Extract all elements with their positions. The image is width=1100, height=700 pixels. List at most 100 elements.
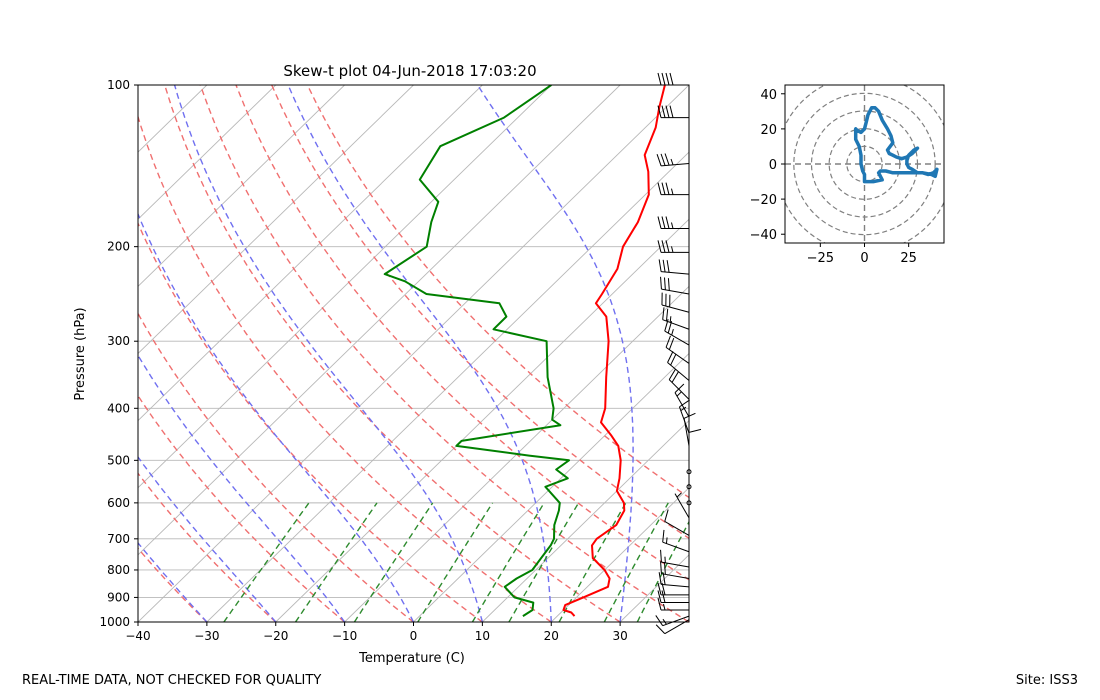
- isotherm-line: [344, 285, 689, 622]
- wind-barb-flag: [670, 353, 677, 366]
- wind-barb-flag: [655, 624, 666, 635]
- wind-barb-staff: [661, 162, 690, 167]
- wind-barb-half-flag: [662, 618, 667, 625]
- wind-barb: [655, 615, 690, 627]
- x-tick-label: −40: [125, 629, 150, 643]
- chart-title: Skew-t plot 04-Jun-2018 17:03:20: [283, 62, 536, 80]
- dry-adiabat-line: [138, 114, 552, 622]
- wind-barb: [660, 561, 690, 580]
- wind-barb-half-flag: [671, 328, 674, 336]
- wind-barb: [674, 383, 690, 418]
- x-axis-label: Temperature (C): [358, 651, 465, 666]
- moist-adiabat-line: [287, 85, 552, 622]
- x-tick-label: −10: [332, 629, 357, 643]
- wind-barb-flag: [657, 105, 662, 118]
- isotherm-line: [138, 85, 414, 355]
- wind-barb-staff: [661, 271, 690, 275]
- wind-barb-flag: [660, 561, 662, 574]
- isotherm-line: [206, 151, 689, 622]
- wind-barb-flag: [665, 105, 670, 118]
- wind-barb: [658, 259, 690, 275]
- wind-barb-flag: [662, 307, 665, 320]
- wind-barb-staff: [667, 362, 690, 381]
- wind-barb-flag: [660, 549, 662, 563]
- dry-adiabat-line: [199, 85, 689, 622]
- wind-barb-flag: [657, 182, 662, 195]
- wind-barb-half-flag: [671, 188, 674, 195]
- moist-adiabat-line: [477, 85, 634, 622]
- isotherm-line: [413, 352, 689, 622]
- wind-barb: [655, 619, 690, 635]
- dry-adiabat-line: [138, 394, 346, 622]
- hodograph-y-tick-label: 0: [769, 158, 777, 173]
- wind-barb-flag: [665, 240, 670, 253]
- wind-barb: [661, 292, 690, 313]
- wind-barb-flag: [657, 597, 662, 611]
- wind-barb: [664, 509, 690, 536]
- wind-barb-flag: [655, 615, 664, 626]
- wind-barb: [668, 368, 690, 400]
- wind-barb-half-flag: [671, 246, 674, 253]
- x-tick-label: 20: [544, 629, 559, 643]
- wind-barb-staff: [665, 346, 690, 364]
- isotherm-line: [138, 85, 483, 422]
- wind-barb: [686, 484, 692, 490]
- y-tick-label: 1000: [99, 615, 130, 629]
- wind-barb-flag: [679, 399, 690, 408]
- wind-barb-calm: [686, 500, 692, 506]
- wind-barb-flag: [688, 428, 702, 433]
- wind-barb-flag: [666, 260, 670, 273]
- y-tick-label: 200: [107, 240, 130, 254]
- dry-adiabat-line: [138, 221, 483, 622]
- dry-adiabat-line: [306, 85, 689, 499]
- hodograph-y-tick-label: −40: [750, 228, 777, 243]
- wind-barb-flag: [665, 216, 670, 229]
- moist-adiabat-line: [138, 354, 346, 622]
- wind-barb: [657, 72, 689, 86]
- wind-barb-flag: [683, 412, 696, 419]
- wind-barb-flag: [665, 335, 671, 348]
- wind-barb: [657, 182, 689, 196]
- mixing-ratio-line: [471, 502, 545, 622]
- wind-barb-staff: [662, 615, 690, 627]
- isotherm-line: [482, 419, 689, 622]
- mixing-ratio-line: [294, 502, 378, 622]
- wind-barb: [658, 572, 690, 588]
- x-tick-label: 0: [410, 629, 418, 643]
- isotherm-line: [138, 85, 277, 220]
- y-tick-label: 900: [107, 590, 130, 604]
- wind-barb-staff: [661, 288, 690, 295]
- wind-barb-staff: [664, 330, 690, 346]
- y-tick-label: 500: [107, 453, 130, 467]
- wind-barb-half-flag: [665, 537, 668, 544]
- wind-barb: [688, 428, 702, 461]
- site-label: Site: ISS3: [1015, 673, 1078, 688]
- wind-barb-flag: [656, 154, 662, 167]
- wind-barb: [664, 319, 690, 346]
- wind-barb-flag: [661, 582, 666, 595]
- wind-barb-flag: [658, 572, 662, 585]
- wind-barb-flag: [667, 278, 670, 291]
- wind-barb-flag: [667, 351, 674, 363]
- hodograph-plot-area: −25 0 25 40 20 0 −20 −40: [750, 84, 945, 266]
- wind-barb-flag: [664, 319, 669, 332]
- wind-barb-half-flag: [669, 316, 672, 323]
- isotherm-line: [138, 85, 552, 489]
- wind-barb-flag: [661, 105, 666, 118]
- wind-barb-flag: [657, 216, 662, 229]
- dry-adiabat-line: [138, 547, 208, 622]
- y-tick-label: 600: [107, 496, 130, 510]
- wind-barb-flag: [662, 572, 666, 585]
- hodograph-y-tick-label: −20: [750, 193, 777, 208]
- mixing-ratio-line: [508, 502, 580, 622]
- wind-barb: [657, 105, 689, 119]
- isotherm-line: [550, 487, 689, 622]
- wind-barb: [656, 153, 690, 167]
- isotherm-line: [688, 621, 689, 622]
- wind-barb-flag: [660, 153, 666, 166]
- hodograph-y-tick-label: 20: [760, 123, 777, 138]
- dewpoint-profile-line: [383, 85, 570, 617]
- y-tick-label: 400: [107, 401, 130, 415]
- wind-barb-flag: [657, 240, 662, 253]
- wind-barb-half-flag: [663, 603, 666, 611]
